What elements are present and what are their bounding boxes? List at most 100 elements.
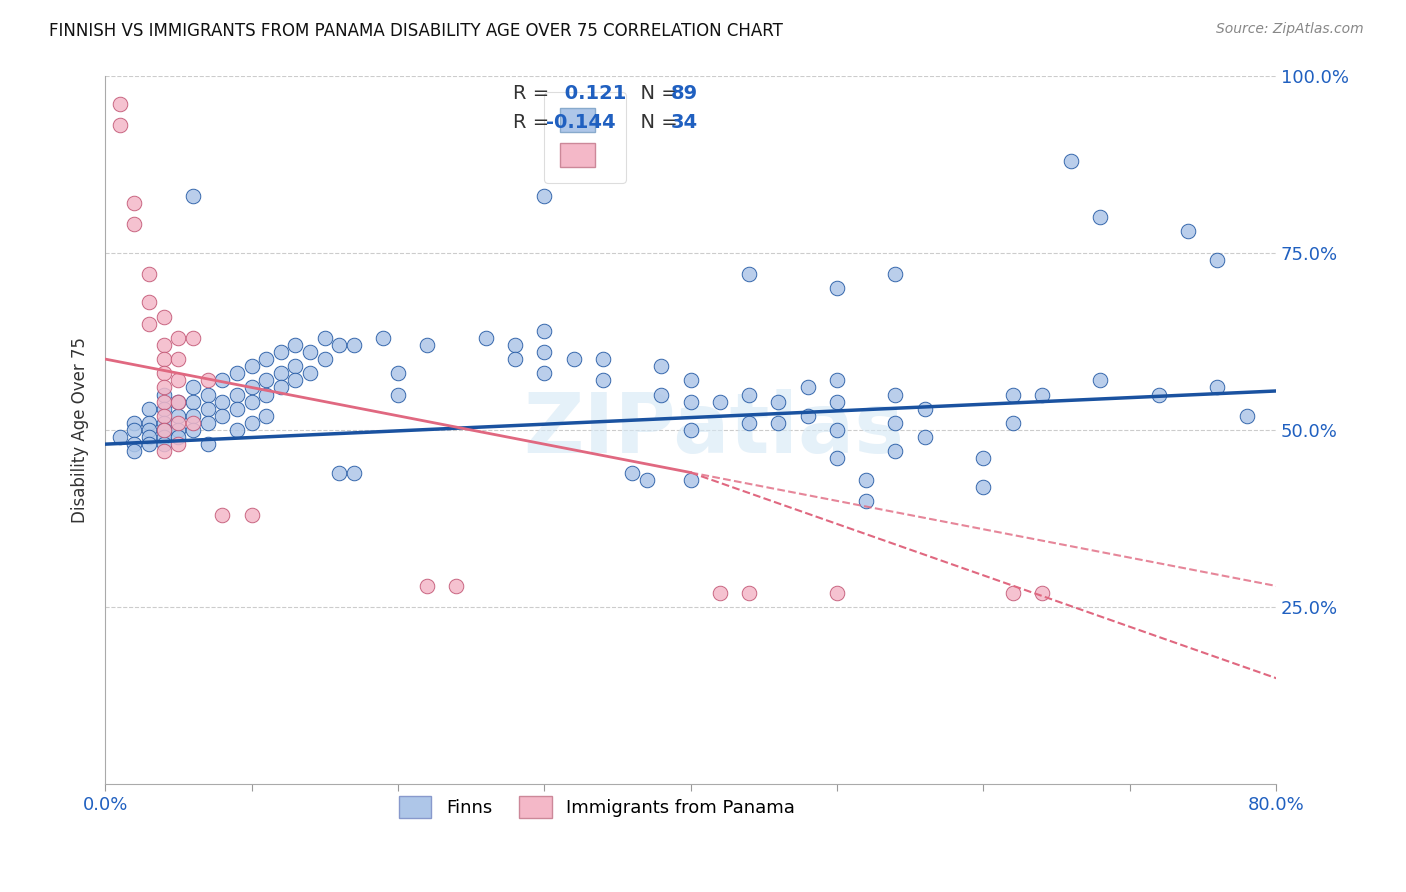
Point [167,423,190,437]
Point [738,387,761,401]
Point [211,373,233,387]
Point [181,189,204,203]
Text: Source: ZipAtlas.com: Source: ZipAtlas.com [1216,22,1364,37]
Point [226,366,249,380]
Point [167,373,190,387]
Point [1001,416,1024,430]
Point [254,387,277,401]
Point [855,494,877,508]
Text: N =: N = [628,84,685,103]
Point [181,380,204,394]
Point [709,586,731,600]
Point [240,508,263,522]
Point [197,387,219,401]
Point [240,394,263,409]
Point [636,473,658,487]
Point [474,331,496,345]
Point [138,401,160,416]
Point [972,451,994,466]
Point [884,416,907,430]
Point [914,430,936,444]
Point [254,409,277,423]
Point [124,423,146,437]
Point [679,394,702,409]
Point [270,380,292,394]
Point [270,366,292,380]
Point [709,394,731,409]
Text: -0.144: -0.144 [546,112,616,132]
Text: R =: R = [513,112,550,132]
Point [679,473,702,487]
Point [972,480,994,494]
Point [503,338,526,352]
Point [884,267,907,281]
Point [124,437,146,451]
Point [738,586,761,600]
Point [768,394,790,409]
Legend: Finns, Immigrants from Panama: Finns, Immigrants from Panama [392,789,803,825]
Point [533,324,555,338]
Point [152,423,174,437]
Point [138,317,160,331]
Point [503,352,526,367]
Point [416,338,439,352]
Point [197,373,219,387]
Point [1001,387,1024,401]
Text: 34: 34 [671,112,697,132]
Point [284,338,307,352]
Point [152,366,174,380]
Point [167,394,190,409]
Point [1031,586,1053,600]
Point [211,508,233,522]
Point [825,373,848,387]
Text: N =: N = [628,112,685,132]
Point [416,579,439,593]
Text: FINNISH VS IMMIGRANTS FROM PANAMA DISABILITY AGE OVER 75 CORRELATION CHART: FINNISH VS IMMIGRANTS FROM PANAMA DISABI… [49,22,783,40]
Point [226,423,249,437]
Point [181,394,204,409]
Text: ZIPatlas: ZIPatlas [523,390,904,470]
Point [167,430,190,444]
Point [211,409,233,423]
Point [167,331,190,345]
Point [1090,373,1112,387]
Point [138,437,160,451]
Text: 0.121: 0.121 [558,84,627,103]
Point [738,416,761,430]
Point [914,401,936,416]
Point [108,118,131,132]
Point [124,444,146,458]
Point [1001,586,1024,600]
Point [124,218,146,232]
Point [314,352,336,367]
Point [1031,387,1053,401]
Point [284,373,307,387]
Point [197,401,219,416]
Point [1206,252,1229,267]
Point [884,387,907,401]
Point [592,352,614,367]
Point [108,430,131,444]
Point [181,409,204,423]
Point [562,352,585,367]
Point [167,437,190,451]
Point [1236,409,1258,423]
Point [152,387,174,401]
Point [152,409,174,423]
Point [152,380,174,394]
Point [1206,380,1229,394]
Text: R =: R = [513,84,562,103]
Point [533,366,555,380]
Point [226,401,249,416]
Point [796,409,818,423]
Point [1177,225,1199,239]
Point [314,331,336,345]
Point [138,267,160,281]
Point [240,416,263,430]
Text: 89: 89 [671,84,697,103]
Point [387,366,409,380]
Point [152,430,174,444]
Point [650,359,672,374]
Point [152,437,174,451]
Point [299,366,322,380]
